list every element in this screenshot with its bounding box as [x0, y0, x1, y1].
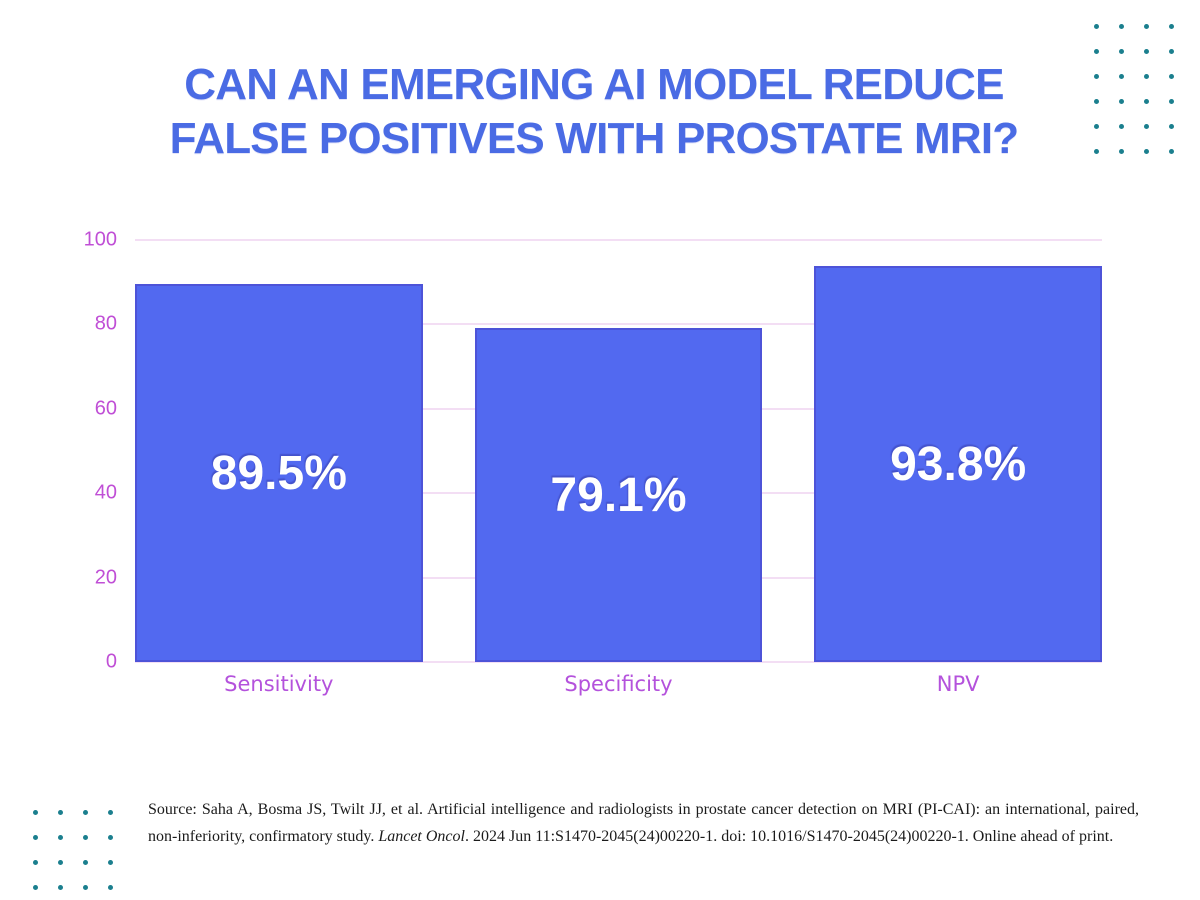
y-axis-tick-label: 20 [94, 566, 117, 589]
dot [1119, 49, 1124, 54]
dot [1169, 99, 1174, 104]
bar-value-label: 89.5% [210, 446, 347, 500]
dot [1094, 74, 1099, 79]
gridline [135, 323, 1102, 326]
bar-specificity: 79.1% [474, 328, 763, 662]
dot [1119, 74, 1124, 79]
dot [83, 860, 88, 865]
dot [58, 885, 63, 890]
title-line-2: FALSE POSITIVES WITH PROSTATE MRI? [169, 114, 1020, 163]
dot [1144, 124, 1149, 129]
dot [1119, 149, 1124, 154]
dot [108, 860, 113, 865]
dot [33, 810, 38, 815]
bar-sensitivity: 89.5% [135, 284, 423, 662]
dot [58, 810, 63, 815]
y-axis-tick-label: 100 [83, 228, 117, 251]
dot [58, 860, 63, 865]
dot [1094, 24, 1099, 29]
dot [33, 860, 38, 865]
dot [1094, 124, 1099, 129]
dot [83, 885, 88, 890]
dot [1169, 24, 1174, 29]
y-axis-tick-label: 0 [105, 650, 117, 673]
x-axis-label-sensitivity: Sensitivity [224, 672, 334, 696]
dot [108, 810, 113, 815]
dot [1094, 99, 1099, 104]
dot [1169, 124, 1174, 129]
x-axis-label-npv: NPV [936, 672, 980, 696]
dot-grid-bottom-left-icon [33, 810, 113, 890]
page-title: CAN AN EMERGING AI MODEL REDUCE FALSE PO… [0, 58, 1188, 166]
title-line-1: CAN AN EMERGING AI MODEL REDUCE [184, 60, 1004, 109]
bar-npv: 93.8% [814, 266, 1102, 662]
dot [1094, 49, 1099, 54]
dot [1119, 124, 1124, 129]
dot [108, 885, 113, 890]
source-citation: Source: Saha A, Bosma JS, Twilt JJ, et a… [148, 797, 1139, 850]
dot [1144, 24, 1149, 29]
dot [1144, 49, 1149, 54]
source-text-suffix: . 2024 Jun 11:S1470-2045(24)00220-1. doi… [464, 827, 1114, 845]
gridline [135, 239, 1102, 241]
source-journal-name: Lancet Oncol [378, 827, 465, 845]
gridline [135, 661, 1102, 663]
bar-value-label: 93.8% [890, 437, 1027, 491]
dot [1169, 74, 1174, 79]
bar-value-label: 79.1% [550, 468, 687, 522]
dot [1094, 149, 1099, 154]
y-axis-tick-label: 40 [94, 481, 117, 504]
dot [83, 810, 88, 815]
source-text-prefix: Source: Saha A, Bosma JS, Twilt JJ, et a… [148, 801, 1139, 845]
dot [83, 835, 88, 840]
dot [1169, 149, 1174, 154]
dot [58, 835, 63, 840]
dot [108, 835, 113, 840]
dot [1144, 149, 1149, 154]
dot [33, 835, 38, 840]
y-axis-tick-label: 60 [94, 397, 117, 420]
dot [1144, 74, 1149, 79]
dot [1169, 49, 1174, 54]
dot [1119, 99, 1124, 104]
dot [1144, 99, 1149, 104]
dot-grid-top-right-icon [1094, 24, 1174, 154]
x-axis-label-specificity: Specificity [564, 672, 673, 696]
y-axis-tick-label: 80 [94, 312, 117, 335]
dot [1119, 24, 1124, 29]
dot [33, 885, 38, 890]
